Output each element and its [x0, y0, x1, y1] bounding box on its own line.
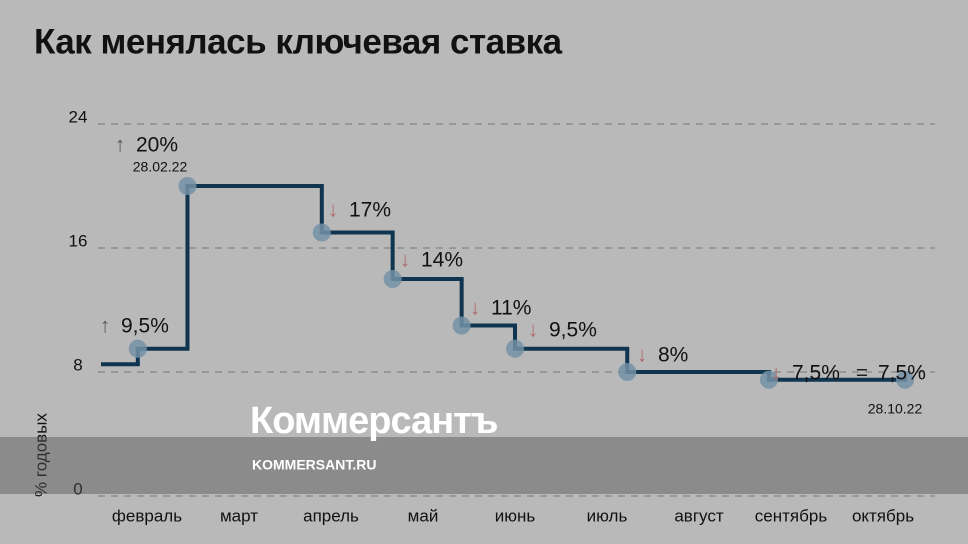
point-marker [178, 177, 197, 195]
point-marker [896, 370, 915, 389]
annotation-label: 7,5% [792, 362, 840, 385]
point-marker [383, 270, 402, 288]
point-marker [506, 339, 524, 358]
x-tick-label: июль [587, 506, 628, 525]
annotation-date: 28.10.22 [868, 401, 923, 417]
annotation-label: 17% [349, 199, 391, 222]
annotation-arrow: ↑ [115, 134, 126, 157]
annotation-label: 20% [136, 134, 178, 157]
x-tick-label: октябрь [852, 506, 914, 525]
annotation-arrow: ↓ [470, 297, 481, 320]
point-marker [759, 370, 778, 389]
x-tick-label: июнь [495, 506, 536, 525]
y-tick-label: 8 [73, 355, 82, 374]
x-tick-label: май [408, 506, 439, 525]
y-tick-label: 24 [69, 107, 88, 126]
point-marker [312, 223, 331, 242]
y-tick-label: 16 [69, 231, 88, 250]
annotation-arrow: ↓ [400, 249, 411, 272]
x-tick-label: август [674, 506, 723, 525]
annotation-label: 11% [491, 297, 531, 320]
annotation-arrow: ↓ [771, 362, 782, 385]
annotation-arrow: ↓ [328, 199, 339, 222]
annotation-arrow: = [856, 362, 868, 385]
watermark-url: KOMMERSANT.RU [252, 457, 376, 473]
y-tick-label: 0 [73, 479, 82, 498]
annotation-arrow: ↑ [100, 315, 111, 338]
x-tick-label: февраль [112, 506, 182, 525]
annotation-arrow: ↓ [637, 344, 648, 367]
y-axis-label: % годовых [31, 413, 50, 497]
annotation-label: 9,5% [121, 315, 169, 338]
point-marker [618, 363, 637, 381]
annotation-label: 9,5% [549, 319, 597, 342]
annotation-label: 7,5% [878, 362, 926, 385]
x-tick-label: сентябрь [755, 506, 828, 525]
annotation-label: 14% [421, 249, 463, 272]
x-tick-label: апрель [303, 506, 359, 525]
point-marker [128, 339, 147, 358]
annotation-label: 8% [658, 344, 688, 367]
point-marker [452, 316, 471, 335]
annotation-arrow: ↓ [528, 319, 539, 342]
chart-title: Как менялась ключевая ставка [34, 22, 563, 61]
x-tick-label: март [220, 506, 258, 525]
watermark-logo: Коммерсантъ [250, 400, 498, 442]
watermark-band [0, 437, 968, 494]
annotation-date: 28.02.22 [133, 159, 188, 175]
